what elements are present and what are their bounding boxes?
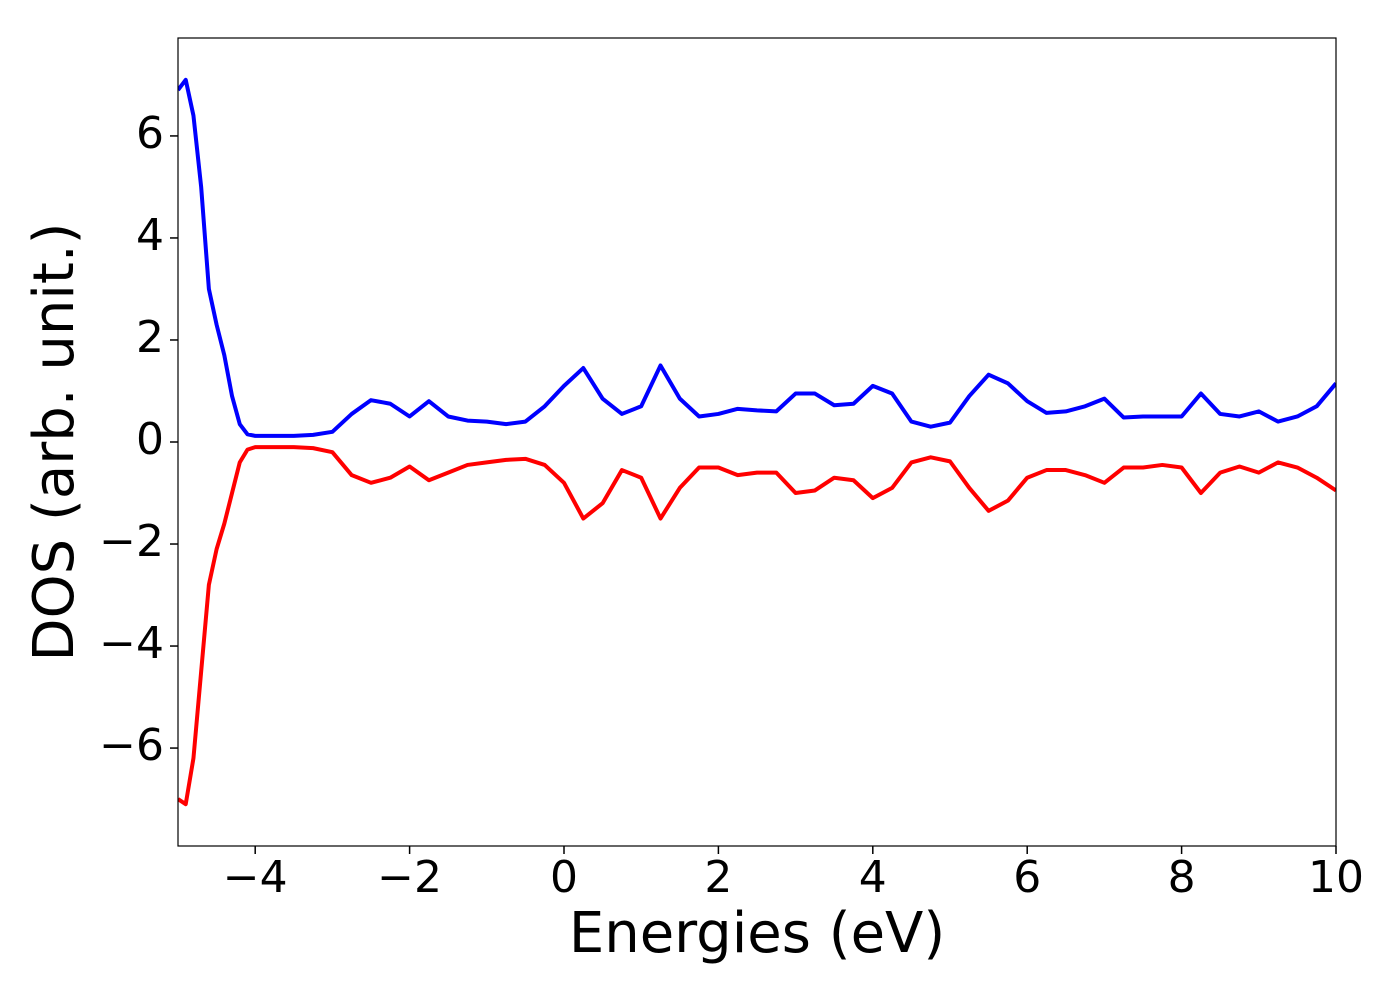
y-tick-label: 4 (136, 210, 164, 261)
x-tick-label: −4 (223, 852, 288, 903)
x-tick-label: 0 (550, 852, 578, 903)
x-tick-label: 4 (859, 852, 887, 903)
data-line (178, 77, 1336, 438)
y-tick-label: −6 (99, 720, 164, 771)
y-tick-label: −4 (99, 618, 164, 669)
plot-frame (177, 37, 1337, 847)
y-tick-label: 6 (136, 108, 164, 159)
y-tick-label: −2 (99, 516, 164, 567)
y-tick-label: 2 (136, 312, 164, 363)
y-tick-label: 0 (136, 414, 164, 465)
y-axis-label: DOS (arb. unit.) (22, 222, 87, 661)
data-line (178, 445, 1336, 807)
x-tick-label: 2 (704, 852, 732, 903)
x-tick-label: 6 (1013, 852, 1041, 903)
x-tick-label: 10 (1308, 852, 1364, 903)
x-tick-label: −2 (377, 852, 442, 903)
x-tick-label: 8 (1168, 852, 1196, 903)
x-axis-label: Energies (eV) (569, 901, 945, 966)
